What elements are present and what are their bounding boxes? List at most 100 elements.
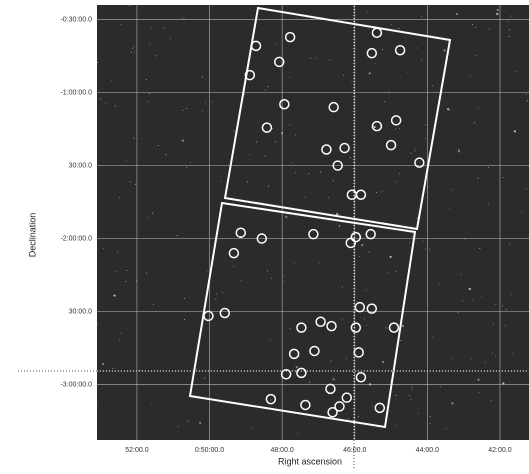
star: [367, 11, 368, 12]
star: [343, 75, 344, 76]
star: [251, 428, 252, 429]
star: [120, 24, 121, 25]
star: [502, 177, 503, 178]
star: [412, 236, 413, 237]
star: [516, 71, 517, 72]
star: [385, 327, 386, 328]
star: [372, 406, 373, 407]
star: [158, 145, 159, 146]
star: [449, 208, 450, 209]
star: [177, 235, 178, 236]
x-tick-label: 46:00.0: [343, 447, 366, 454]
star: [421, 16, 422, 17]
star: [472, 300, 473, 301]
star: [527, 100, 528, 101]
star: [423, 241, 424, 242]
star: [339, 225, 340, 226]
star: [212, 101, 213, 102]
star: [374, 126, 376, 128]
star: [152, 213, 153, 214]
star: [495, 304, 496, 305]
star: [329, 59, 330, 60]
star: [479, 392, 480, 393]
y-tick-label: -1:00:00.0: [60, 89, 92, 96]
star: [151, 27, 152, 28]
star: [526, 188, 527, 189]
star: [117, 251, 118, 252]
star: [445, 428, 446, 429]
star: [105, 103, 106, 104]
star: [395, 271, 396, 272]
star: [277, 424, 278, 425]
star: [481, 296, 482, 297]
star: [390, 256, 392, 258]
star: [271, 278, 272, 279]
star: [342, 286, 343, 287]
star: [120, 333, 121, 334]
star: [115, 105, 116, 106]
star: [458, 149, 459, 150]
star: [488, 167, 489, 168]
y-tick-label: -0:30:00.0: [60, 16, 92, 23]
star: [215, 298, 216, 299]
star: [493, 323, 494, 324]
star: [369, 72, 371, 74]
star: [186, 167, 187, 168]
star: [221, 181, 222, 182]
star: [461, 274, 462, 275]
star: [475, 27, 476, 28]
star: [247, 182, 248, 183]
star: [113, 294, 115, 296]
star: [270, 339, 271, 340]
star: [178, 426, 179, 427]
star: [336, 213, 338, 215]
star: [490, 400, 491, 401]
star: [207, 271, 208, 272]
star: [476, 55, 477, 56]
star: [425, 124, 426, 125]
star: [432, 337, 433, 338]
star: [146, 79, 147, 80]
star: [400, 340, 401, 341]
star: [126, 160, 127, 161]
star: [399, 128, 400, 129]
star: [265, 156, 266, 157]
star: [514, 130, 516, 132]
star: [447, 108, 449, 110]
star: [417, 48, 418, 49]
star: [430, 416, 431, 417]
star: [451, 358, 452, 359]
star: [511, 15, 512, 16]
star: [366, 325, 367, 326]
star: [202, 111, 203, 112]
star: [132, 48, 133, 49]
star: [133, 138, 134, 139]
star: [188, 421, 189, 422]
star: [131, 52, 132, 53]
star: [495, 356, 496, 357]
star: [452, 189, 453, 190]
star: [384, 101, 385, 102]
x-axis-title: Right ascension: [278, 456, 342, 466]
x-tick-label: 44:00.0: [416, 447, 439, 454]
star: [526, 94, 527, 95]
star: [497, 9, 499, 11]
star: [241, 280, 242, 281]
y-tick-label: -2:00:00.0: [60, 235, 92, 242]
star: [479, 248, 480, 249]
star: [425, 138, 426, 139]
star: [182, 139, 184, 141]
star: [97, 405, 98, 406]
star: [196, 368, 197, 369]
star: [348, 418, 349, 419]
star: [364, 318, 365, 319]
star: [395, 129, 396, 130]
star: [402, 325, 404, 327]
star: [396, 395, 397, 396]
star: [369, 251, 370, 252]
star: [130, 181, 131, 182]
star: [102, 363, 104, 365]
star: [146, 273, 147, 274]
star: [309, 382, 310, 383]
star: [170, 38, 171, 39]
